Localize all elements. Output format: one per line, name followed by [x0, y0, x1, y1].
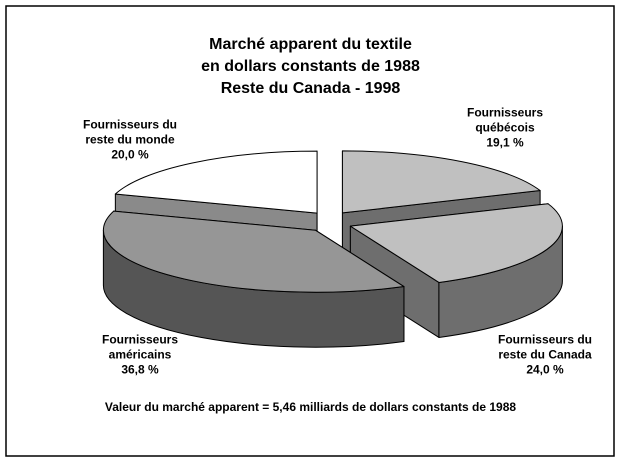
value-label: 19,1 %: [486, 135, 524, 150]
category-label: Fournisseurs québécois: [466, 105, 544, 135]
slice: [349, 203, 563, 283]
annotation: Valeur du marché apparent = 5,46 milliar…: [104, 400, 517, 414]
category-label: Fournisseurs du reste du Canada: [497, 332, 592, 362]
category-label: Fournisseurs américains: [101, 332, 179, 362]
value-label: 24,0 %: [526, 362, 564, 377]
slice-label: Fournisseurs québécois 19,1 %: [445, 106, 565, 151]
title-line: Reste du Canada - 1998: [220, 80, 401, 97]
title-line: Marché apparent du textile: [209, 36, 412, 53]
slice: [114, 150, 318, 214]
slice-label: Fournisseurs du reste du Canada 24,0 %: [485, 333, 605, 378]
slice: [341, 150, 541, 214]
category-label: Fournisseurs du reste du monde: [82, 117, 177, 147]
value-label: 20,0 %: [111, 147, 149, 162]
chart-title: Marché apparent du textile en dollars co…: [0, 34, 621, 100]
value-label: 36,8 %: [121, 362, 159, 377]
slice: [102, 210, 405, 293]
slice-label: Fournisseurs du reste du monde 20,0 %: [70, 118, 190, 163]
frame: [5, 5, 615, 457]
title-line: en dollars constants de 1988: [201, 58, 420, 75]
slice-label: Fournisseurs américains 36,8 %: [80, 333, 200, 378]
